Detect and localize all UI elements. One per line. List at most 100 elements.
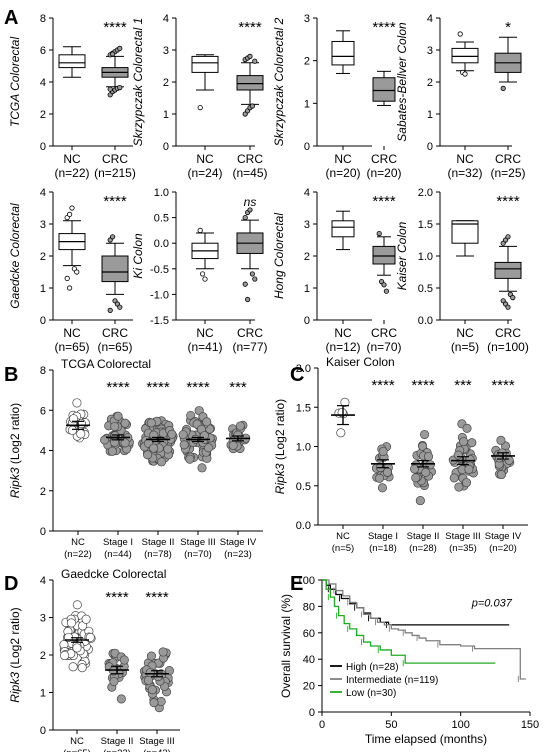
A8-y-tick-label: 1.5 xyxy=(418,219,433,231)
A3-y-tick-label: 1 xyxy=(304,98,310,110)
E-x-tick-label: 150 xyxy=(521,719,539,731)
D-title: Gaedcke Colorectal xyxy=(61,567,166,581)
A1-n-label: (n=22) xyxy=(54,166,89,180)
B-category-label: Stage I xyxy=(103,537,133,548)
A3-y-tick-label: 0 xyxy=(304,141,310,153)
B-category-label: Stage IV xyxy=(220,537,257,548)
C-category-label: Stage I xyxy=(368,531,398,542)
D-category-label: Stage III xyxy=(139,736,174,747)
A6-y-tick-label: 1.0 xyxy=(154,187,169,199)
A8-outlier xyxy=(505,304,511,310)
A1-y-tick-label: 6 xyxy=(40,45,46,57)
D-data-point xyxy=(66,618,76,628)
A6-y-tick-label: 0.0 xyxy=(154,238,169,250)
D-category-label: Stage II xyxy=(101,736,134,747)
C-y-tick-label: 2.0 xyxy=(296,363,311,375)
C-n-label: (n=5) xyxy=(332,543,354,554)
A2-box xyxy=(236,75,264,91)
D-data-point xyxy=(119,655,129,665)
A6-y-tick-label: -0.5 xyxy=(150,264,169,276)
B-y-tick-label: 8 xyxy=(40,365,46,377)
C-data-point xyxy=(504,455,514,465)
A6-outlier xyxy=(200,271,206,277)
A1-outlier xyxy=(107,86,113,92)
A8-category-label: CRC xyxy=(495,326,521,340)
A5-n-label: (n=65) xyxy=(97,340,132,354)
E-legend-label: Low (n=30) xyxy=(346,688,396,699)
C-category-label: Stage IV xyxy=(485,531,522,542)
B-y-label: Ripk3 (Log2 ratio) xyxy=(8,403,22,498)
A4-outlier xyxy=(500,85,506,92)
A8-outlier xyxy=(505,234,511,240)
B-n-label: (n=70) xyxy=(184,549,212,560)
C-data-point xyxy=(415,496,425,506)
D-data-point xyxy=(68,662,78,672)
A4-n-label: (n=32) xyxy=(447,166,482,180)
A7-outlier xyxy=(381,282,387,288)
B-y-tick-label: 4 xyxy=(40,446,46,458)
A1-box xyxy=(58,54,86,69)
B-n-label: (n=44) xyxy=(104,549,132,560)
A4-y-tick-label: 3 xyxy=(427,45,433,57)
A1-y-label: TCGA Colorectal xyxy=(8,37,22,128)
A2-category-label: NC xyxy=(196,152,214,166)
A6-category-label: CRC xyxy=(237,326,263,340)
A8-box xyxy=(451,220,479,244)
panel-label-d: D xyxy=(4,573,18,595)
C-significance: **** xyxy=(411,377,435,394)
A4-outlier xyxy=(457,31,463,37)
E-legend-label: Intermediate (n=119) xyxy=(346,675,438,686)
A6-outlier xyxy=(252,276,258,282)
A6-category-label: NC xyxy=(196,326,214,340)
A6-outlier xyxy=(245,296,251,303)
A4-box xyxy=(451,47,479,64)
B-data-point xyxy=(228,440,238,450)
C-n-label: (n=28) xyxy=(409,543,437,554)
A1-y-tick-label: 8 xyxy=(40,13,46,25)
A7-y-tick-label: 3 xyxy=(304,219,310,231)
A5-box xyxy=(101,255,129,283)
C-significance: *** xyxy=(454,377,472,394)
C-data-point xyxy=(496,470,506,480)
C-data-point xyxy=(374,473,385,483)
A8-n-label: (n=5) xyxy=(451,340,479,354)
A5-n-label: (n=65) xyxy=(54,340,89,354)
B-y-tick-label: 2 xyxy=(40,486,46,498)
B-data-point xyxy=(149,443,159,453)
A5-category-label: CRC xyxy=(102,326,128,340)
E-series-line xyxy=(322,579,526,680)
D-y-label: Ripk3 (Log2 ratio) xyxy=(8,607,22,702)
D-significance: **** xyxy=(145,589,169,606)
A5-outlier xyxy=(69,205,75,211)
C-data-point xyxy=(459,437,469,447)
A1-y-tick-label: 4 xyxy=(40,77,46,89)
A1-category-label: NC xyxy=(63,152,81,166)
C-y-tick-label: 0.0 xyxy=(296,520,311,532)
B-title: TCGA Colorectal xyxy=(61,357,151,371)
A5-y-label: Gaedcke Colorectal xyxy=(8,203,22,309)
A5-outlier xyxy=(67,211,73,217)
A1-y-tick-label: 0 xyxy=(40,141,46,153)
A6-y-tick-label: 0.5 xyxy=(154,213,169,225)
A8-y-tick-label: 2.0 xyxy=(418,187,433,199)
panel-label-a: A xyxy=(4,7,18,29)
C-data-point xyxy=(462,423,472,433)
A2-box xyxy=(191,55,219,73)
D-data-point xyxy=(146,651,156,661)
A7-y-tick-label: 0 xyxy=(304,315,310,327)
B-category-label: Stage II xyxy=(142,537,175,548)
C-y-label: Ripk3 (Log2 ratio) xyxy=(273,399,287,494)
A5-outlier xyxy=(74,269,80,275)
D-data-point xyxy=(72,600,82,610)
B-category-label: NC xyxy=(71,537,85,548)
A3-significance: **** xyxy=(372,19,396,36)
A1-n-label: (n=215) xyxy=(94,166,136,180)
B-data-point xyxy=(120,418,130,428)
A2-n-label: (n=45) xyxy=(232,166,267,180)
E-x-tick-label: 0 xyxy=(319,719,325,731)
B-data-point xyxy=(167,429,177,439)
E-y-tick-label: 60 xyxy=(303,628,315,640)
A4-outlier xyxy=(462,71,468,77)
A2-y-tick-label: 2 xyxy=(163,77,169,89)
